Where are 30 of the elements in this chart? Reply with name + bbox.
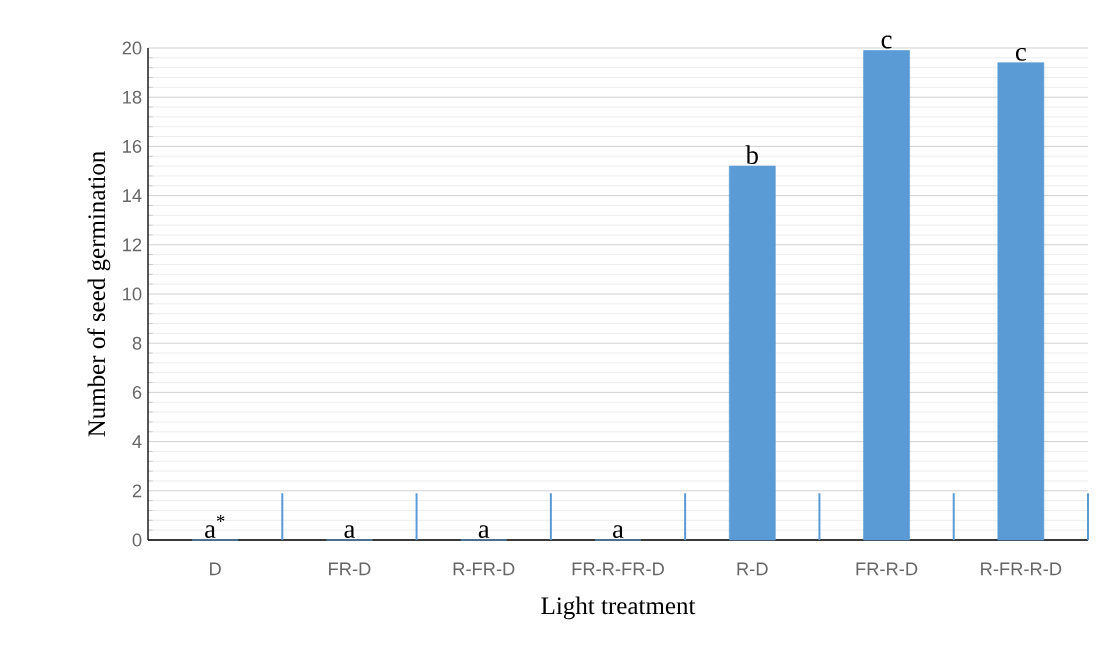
x-tick-label: R-FR-R-D [981,562,1062,576]
x-axis-title: Light treatment [541,596,696,620]
annotation: a [613,525,624,538]
x-tick-label: R-FR-D [453,562,515,576]
y-tick-label: 0 [132,533,142,547]
y-tick-label: 12 [123,238,142,252]
y-tick-label: 16 [123,139,142,153]
y-tick-label: 20 [122,41,142,55]
y-tick-label: 14 [123,189,142,202]
y-axis-title: Number of seed germination [87,150,111,437]
bar [728,165,776,541]
x-tick-label: R-D [737,562,768,576]
y-tick-label: 4 [132,435,142,448]
y-tick-label: 8 [132,336,142,350]
y-tick-label: 18 [123,90,142,104]
x-tick-label: FR-R-D [856,562,918,576]
x-tick-label: D [210,562,221,576]
bar [863,50,910,541]
y-tick-label: 10 [123,287,142,301]
annotation: b [745,145,758,165]
annotation: a [478,525,490,538]
bar [997,62,1045,541]
annotation: c [1015,47,1026,61]
y-tick-label: 2 [132,484,142,498]
annotation: c [881,35,892,49]
x-tick-label: FR-R-FR-D [572,562,664,576]
annotation: a [344,525,355,538]
x-tick-label: FR-D [329,562,371,576]
annotation: a$^{*}$ [205,515,225,538]
y-tick-label: 6 [132,385,142,399]
